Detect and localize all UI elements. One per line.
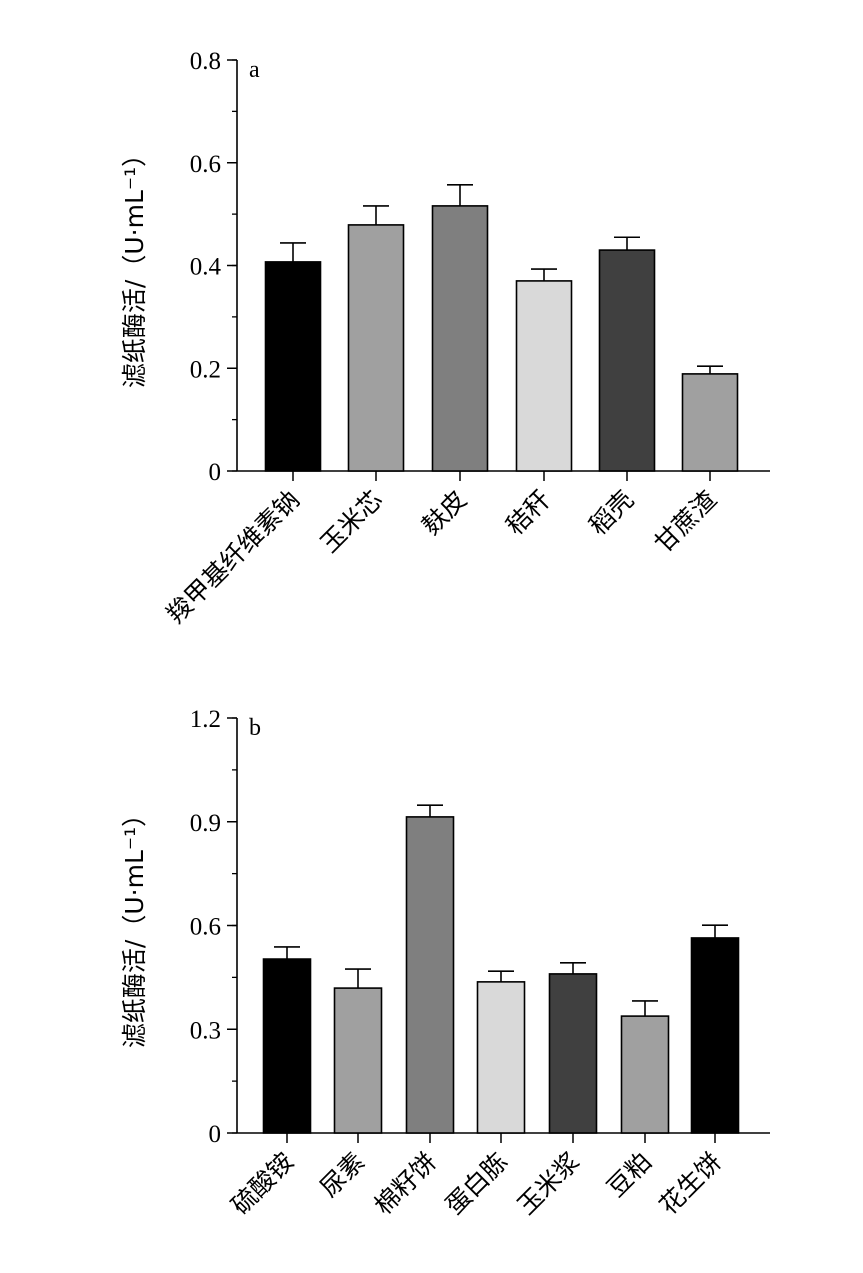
x-tick-label: 玉米芯 (315, 485, 389, 559)
bar (333, 987, 383, 1134)
y-tick-label: 0.4 (190, 254, 222, 281)
x-tick-label: 稻壳 (583, 485, 639, 541)
chart-panel-b: 0 0.3 0.6 0.9 1.2 b 滤纸酶活/（U·mL⁻¹） 硫酸铵 尿素棉籽饼蛋白胨玉米… (120, 706, 770, 1220)
x-tick-label: 麸皮 (416, 485, 472, 541)
x-tick-label: 秸秆 (500, 485, 556, 541)
panel-label: a (249, 57, 260, 83)
x-tick-label: 花生饼 (654, 1147, 728, 1221)
y-tick-label: 0.9 (190, 810, 221, 837)
x-tick-label: 豆粕 (601, 1147, 657, 1203)
x-tick-label: 棉籽饼 (369, 1147, 443, 1221)
bar (548, 973, 598, 1134)
bar (690, 937, 740, 1134)
y-tick-label: 0 (209, 1121, 222, 1148)
bar (681, 373, 739, 472)
x-tick-label: 玉米浆 (512, 1147, 586, 1221)
y-axis-label: 滤纸酶活/（U·mL⁻¹） (120, 802, 149, 1048)
x-tick-label: 蛋白胨 (440, 1147, 514, 1221)
y-tick-label: 0.6 (190, 151, 221, 178)
y-tick-label: 0.8 (190, 48, 221, 75)
y-tick-label: 0.3 (190, 1017, 221, 1044)
bar (476, 981, 526, 1134)
panel-label: b (249, 715, 261, 741)
x-tick-label: 尿素 (314, 1147, 370, 1203)
bar (598, 249, 656, 472)
bar (262, 958, 312, 1134)
y-axis-label: 滤纸酶活/（U·mL⁻¹） (120, 142, 149, 388)
x-tick-label: 羧甲基纤维素钠 (161, 485, 305, 629)
bar (620, 1015, 670, 1134)
x-tick-label: 甘蔗渣 (649, 485, 723, 559)
chart-panel-a: 0 0.2 0.4 0.6 0.8 a 滤纸酶活/（U·mL⁻¹） 羧甲基纤维素钠 玉米芯 麸皮秸… (120, 48, 770, 629)
y-tick-label: 1.2 (190, 706, 221, 733)
bar (431, 205, 489, 472)
bar (264, 261, 322, 472)
y-tick-label: 0.6 (190, 914, 221, 941)
y-tick-label: 0.2 (190, 356, 221, 383)
bar (515, 280, 573, 472)
bar (347, 224, 405, 472)
y-tick-label: 0 (209, 459, 222, 486)
bar (405, 816, 455, 1134)
x-tick-label: 硫酸铵 (226, 1147, 300, 1221)
